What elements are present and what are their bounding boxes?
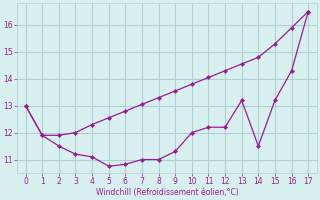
X-axis label: Windchill (Refroidissement éolien,°C): Windchill (Refroidissement éolien,°C) bbox=[96, 188, 238, 197]
